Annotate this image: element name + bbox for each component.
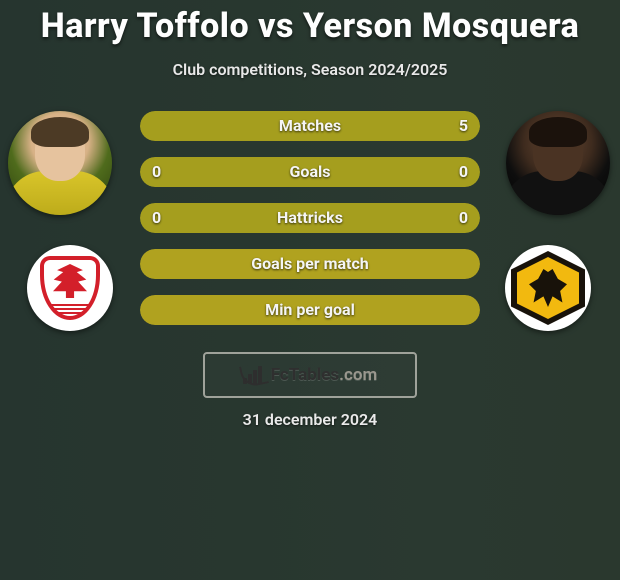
stat-label: Min per goal <box>265 295 355 325</box>
page-title: Harry Toffolo vs Yerson Mosquera <box>0 0 620 46</box>
stat-value-right: 5 <box>459 111 468 141</box>
title-player1: Harry Toffolo <box>41 6 249 46</box>
player2-avatar <box>506 111 610 215</box>
avatar-hair <box>31 117 89 147</box>
bar-fill-left <box>140 157 310 187</box>
title-player2: Yerson Mosquera <box>303 6 579 46</box>
player1-avatar <box>8 111 112 215</box>
stat-label: Matches <box>279 111 341 141</box>
player2-club-badge <box>505 245 591 331</box>
stat-row-hattricks: 0 0 Hattricks <box>140 203 480 233</box>
player1-club-badge <box>27 245 113 331</box>
stat-value-left: 0 <box>152 157 161 187</box>
watermark-text: FcTables.com <box>271 365 377 385</box>
stat-value-left: 0 <box>152 203 161 233</box>
bar-fill-right <box>310 157 480 187</box>
stat-label: Goals <box>290 157 331 187</box>
watermark-suffix: .com <box>339 365 377 385</box>
title-vs: vs <box>258 6 294 46</box>
subtitle: Club competitions, Season 2024/2025 <box>0 60 620 79</box>
stat-label: Goals per match <box>251 249 369 279</box>
fctables-logo-icon <box>243 366 265 384</box>
stat-bars: 5 Matches 0 0 Goals 0 0 Hattricks Goals per matc… <box>140 111 480 341</box>
watermark: FcTables.com <box>203 352 417 398</box>
stat-row-matches: 5 Matches <box>140 111 480 141</box>
stat-label: Hattricks <box>277 203 343 233</box>
wolves-icon <box>511 251 585 325</box>
stat-value-right: 0 <box>459 203 468 233</box>
stat-row-min_per_goal: Min per goal <box>140 295 480 325</box>
stat-value-right: 0 <box>459 157 468 187</box>
comparison-card: Harry Toffolo vs Yerson Mosquera Club co… <box>0 0 620 580</box>
snapshot-date: 31 december 2024 <box>0 410 620 429</box>
avatar-hair <box>529 117 587 147</box>
stat-row-goals_per_match: Goals per match <box>140 249 480 279</box>
nottingham-forest-icon <box>40 256 100 320</box>
watermark-brand: FcTables <box>271 365 339 385</box>
stat-row-goals: 0 0 Goals <box>140 157 480 187</box>
